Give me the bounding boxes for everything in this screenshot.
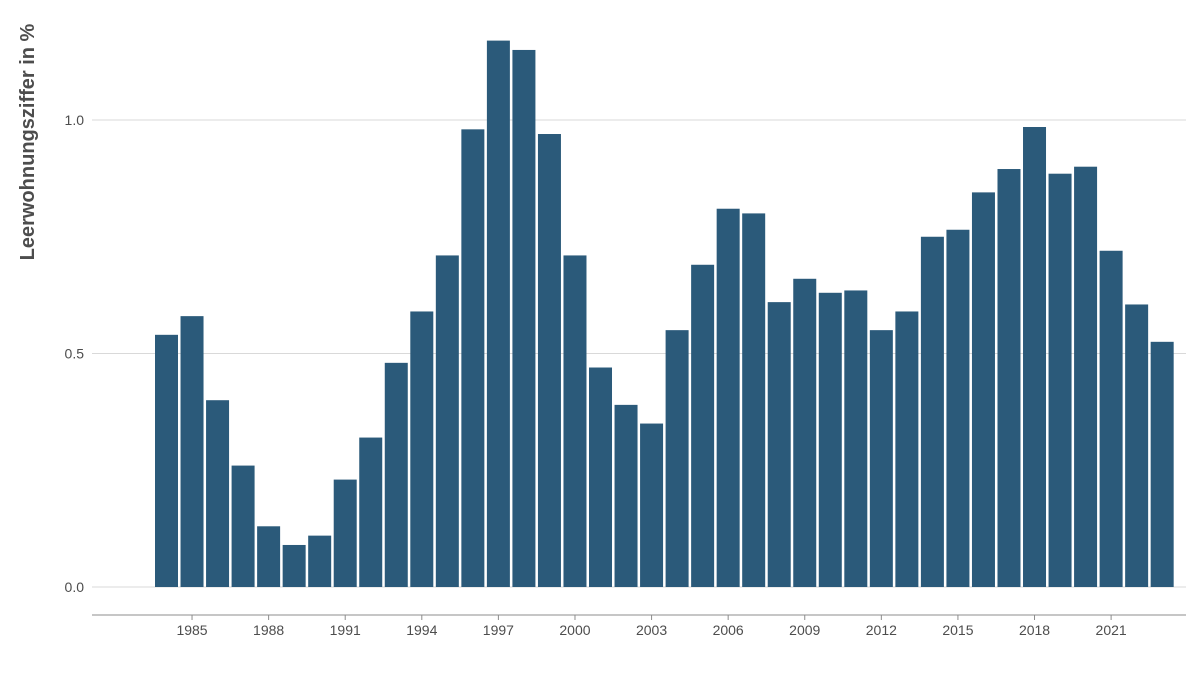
x-tick-label: 2000 [559, 622, 590, 638]
bar-2008 [767, 302, 791, 587]
x-axis-ticks: 1985 1988 1991 1994 1997 2000 2003 2006 2009 2012… [176, 615, 1127, 638]
x-tick-label: 2009 [789, 622, 820, 638]
bar-2003 [640, 423, 664, 587]
bar-1997 [486, 40, 510, 588]
x-tick-label: 2015 [942, 622, 973, 638]
y-tick-label: 0.5 [65, 346, 85, 362]
bar-1989 [282, 544, 306, 587]
bar-2006 [716, 208, 740, 588]
bar-2000 [563, 255, 587, 587]
x-tick-label: 2021 [1096, 622, 1127, 638]
bar-2016 [971, 192, 995, 587]
bar-1993 [384, 362, 408, 587]
bar-1987 [231, 465, 255, 587]
bar-2011 [844, 290, 868, 587]
bar-2014 [920, 236, 944, 587]
bar-2010 [818, 292, 842, 587]
bar-1996 [461, 129, 485, 587]
bar-2009 [793, 278, 817, 587]
x-tick-label: 1994 [406, 622, 437, 638]
bar-2023 [1150, 341, 1174, 587]
y-axis-ticks: 0.0 0.5 1.0 [65, 112, 85, 595]
bar-1999 [537, 134, 561, 587]
bar-2022 [1125, 304, 1149, 587]
x-tick-label: 2018 [1019, 622, 1050, 638]
bar-2015 [946, 229, 970, 587]
bar-1998 [512, 49, 536, 587]
bar-2001 [589, 367, 613, 587]
bar-1984 [155, 334, 178, 587]
y-tick-label: 1.0 [65, 112, 85, 128]
bar-1994 [410, 311, 434, 587]
bar-2002 [614, 404, 638, 587]
bar-2013 [895, 311, 919, 587]
bar-2012 [869, 330, 893, 587]
bar-2019 [1048, 173, 1072, 587]
x-tick-label: 1988 [253, 622, 284, 638]
x-tick-label: 2012 [866, 622, 897, 638]
x-tick-label: 2006 [713, 622, 744, 638]
bar-2005 [691, 264, 715, 587]
x-tick-label: 2003 [636, 622, 667, 638]
bar-2018 [1023, 127, 1047, 587]
y-axis-label: Leerwohnungsziffer in % [17, 23, 39, 260]
bar-2017 [997, 169, 1021, 587]
x-tick-label: 1985 [176, 622, 207, 638]
bar-2007 [742, 213, 766, 587]
grid-layer [92, 119, 1186, 588]
bars [155, 40, 1174, 588]
bar-1988 [257, 526, 281, 587]
x-tick-label: 1997 [483, 622, 514, 638]
bar-1991 [333, 479, 357, 587]
bar-1995 [435, 255, 459, 587]
bar-1986 [206, 400, 230, 587]
bar-2020 [1074, 166, 1098, 587]
bar-2004 [665, 330, 689, 587]
bar-1992 [359, 437, 383, 587]
x-tick-label: 1991 [330, 622, 361, 638]
y-tick-label: 0.0 [65, 579, 85, 595]
bar-1990 [308, 535, 332, 587]
bar-1985 [180, 316, 204, 587]
bar-2021 [1099, 250, 1123, 587]
